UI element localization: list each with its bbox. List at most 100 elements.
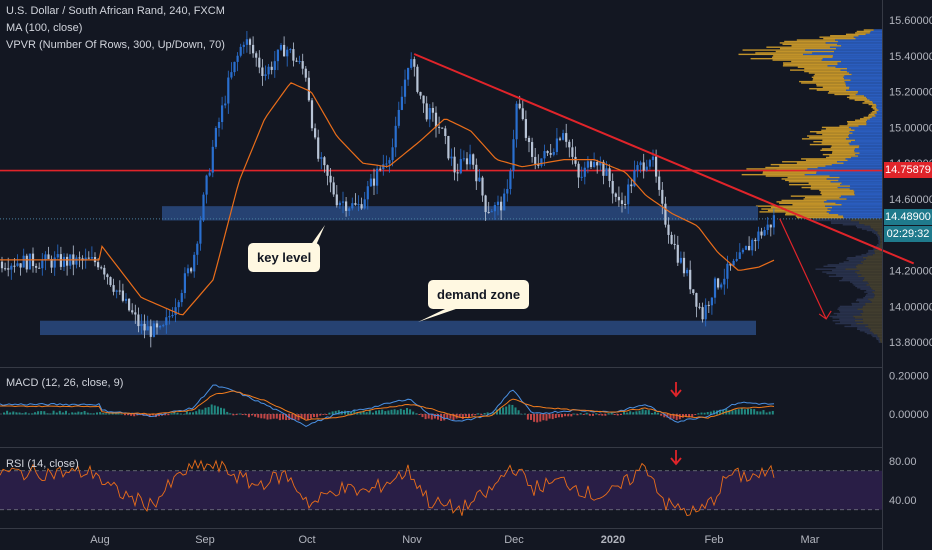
macd-hist-up xyxy=(654,411,656,415)
vp-row-down xyxy=(865,258,882,260)
vp-row-up xyxy=(809,136,850,139)
macd-hist-down xyxy=(588,414,591,416)
macd-hist-up xyxy=(626,412,629,415)
vp-row-up xyxy=(799,80,845,83)
vp-row-down xyxy=(826,199,882,202)
vp-row-down xyxy=(854,191,882,193)
vp-row-up xyxy=(876,338,880,341)
vp-row-down xyxy=(866,96,882,99)
macd-hist-up xyxy=(607,413,610,415)
candle-down xyxy=(431,107,434,113)
vp-row-up xyxy=(855,32,870,34)
macd-hist-down xyxy=(313,414,315,417)
vp-row-down xyxy=(805,49,882,51)
candle-down xyxy=(283,44,286,57)
price-tick-label: 14.20000 xyxy=(889,266,932,278)
macd-hist-up xyxy=(579,413,582,415)
candle-down xyxy=(345,201,348,211)
macd-hist-up xyxy=(517,410,520,415)
vp-row-up xyxy=(813,78,845,80)
vp-row-up xyxy=(785,212,829,215)
vp-row-down xyxy=(876,108,882,110)
candle-up xyxy=(75,257,78,265)
vp-row-down xyxy=(862,262,882,265)
macd-hist-down xyxy=(263,414,266,419)
candle-down xyxy=(602,161,605,176)
vp-row-down xyxy=(845,268,882,270)
candle-up xyxy=(199,220,202,244)
candle-up xyxy=(273,61,276,70)
candle-up xyxy=(171,314,174,317)
macd-hist-down xyxy=(582,414,585,415)
macd-hist-up xyxy=(520,413,523,415)
vp-row-up xyxy=(783,62,838,64)
candle-up xyxy=(385,163,388,165)
macd-hist-down xyxy=(452,414,455,421)
candle-down xyxy=(134,312,137,315)
candle-down xyxy=(109,277,112,286)
vp-row-up xyxy=(816,85,847,87)
vp-row-down xyxy=(880,238,882,240)
candle-down xyxy=(673,243,676,245)
macd-hist-down xyxy=(291,414,294,420)
macd-hist-up xyxy=(40,411,43,415)
vp-row-down xyxy=(839,176,882,179)
candle-up xyxy=(407,67,410,80)
candle-up xyxy=(22,255,25,268)
candle-down xyxy=(50,258,53,268)
candle-down xyxy=(78,257,81,259)
macd-hist-up xyxy=(371,412,374,415)
vp-row-down xyxy=(843,76,882,78)
macd-hist-up xyxy=(229,413,232,415)
candle-up xyxy=(512,139,515,171)
macd-hist-down xyxy=(567,414,570,417)
vp-row-down xyxy=(868,298,882,300)
macd-hist-up xyxy=(402,409,405,415)
macd-hist-down xyxy=(303,414,306,419)
vp-row-up xyxy=(811,76,844,78)
vp-row-down xyxy=(859,145,882,147)
candle-up xyxy=(459,159,462,174)
macd-hist-up xyxy=(328,412,331,415)
macd-hist-down xyxy=(557,414,560,418)
candle-up xyxy=(208,172,211,176)
vp-row-down xyxy=(853,36,882,38)
candle-up xyxy=(744,245,748,250)
candle-down xyxy=(521,108,524,120)
vp-row-down xyxy=(856,322,882,325)
macd-hist-down xyxy=(282,414,284,420)
vp-row-down xyxy=(869,285,882,288)
vp-row-down xyxy=(841,60,882,63)
vp-row-up xyxy=(813,141,852,143)
vp-row-up xyxy=(790,195,841,197)
time-tick-label: Dec xyxy=(504,534,524,546)
vp-row-up xyxy=(801,186,838,189)
candle-down xyxy=(546,151,549,154)
macd-hist-up xyxy=(77,411,80,415)
candle-up xyxy=(180,293,183,303)
vp-row-down xyxy=(837,43,882,46)
candle-up xyxy=(410,59,413,68)
macd-hist-up xyxy=(170,413,173,415)
vp-row-up xyxy=(836,314,862,316)
vp-row-down xyxy=(851,141,882,143)
vp-row-up xyxy=(839,279,863,282)
macd-hist-up xyxy=(331,411,334,415)
macd-hist-down xyxy=(449,414,452,419)
macd-hist-up xyxy=(508,404,511,415)
vp-row-up xyxy=(863,29,874,31)
rsi-down-arrow-icon xyxy=(670,450,682,466)
vp-row-down xyxy=(829,175,882,177)
candle-up xyxy=(44,254,47,261)
vp-row-up xyxy=(804,70,847,73)
candle-up xyxy=(230,72,233,78)
vp-row-up xyxy=(864,291,873,293)
candle-up xyxy=(193,254,196,272)
vp-row-up xyxy=(816,83,846,86)
macd-hist-up xyxy=(756,411,759,415)
time-tick-label: Sep xyxy=(195,534,215,546)
vp-row-down xyxy=(845,138,882,140)
candle-down xyxy=(444,128,447,137)
vp-row-down xyxy=(825,165,882,167)
vp-row-up xyxy=(819,36,854,38)
